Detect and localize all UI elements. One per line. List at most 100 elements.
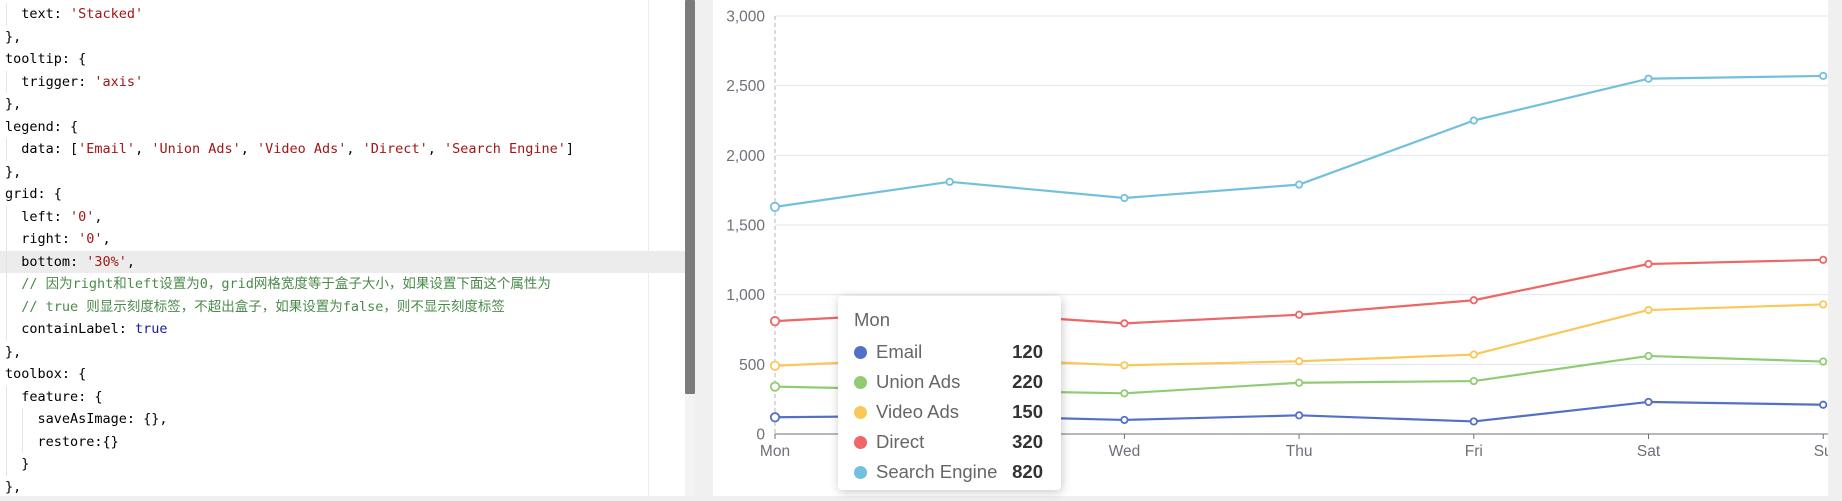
code-token: ,: [102, 231, 111, 247]
code-line[interactable]: // 因为right和left设置为0，grid网格宽度等于盒子大小，如果设置下…: [0, 273, 685, 296]
indent-guide: [6, 3, 7, 26]
code-token: }: [21, 456, 30, 472]
tooltip-series-name: Search Engine: [876, 461, 998, 482]
data-point: [1819, 357, 1828, 366]
code-line[interactable]: left: '0',: [0, 205, 685, 228]
data-point: [1294, 357, 1304, 366]
code-line[interactable]: bottom: '30%',: [0, 250, 685, 274]
data-point: [1120, 415, 1129, 425]
data-point: [1469, 417, 1478, 426]
code-token: ,: [126, 253, 136, 270]
editor-minimap-divider: [648, 0, 649, 496]
indent-guide: [6, 205, 7, 228]
code-line[interactable]: // true 则显示刻度标签，不超出盒子，如果设置为false，则不显示刻度标…: [0, 295, 685, 319]
data-point: [1469, 296, 1478, 305]
code-token: legend: {: [5, 118, 79, 135]
data-point: [1819, 400, 1828, 409]
data-point: [1294, 378, 1304, 387]
code-comment: // 因为right和left设置为0，grid网格宽度等于盒子大小，如果设置下…: [21, 276, 551, 292]
code-text: },: [5, 341, 21, 364]
code-line[interactable]: containLabel: true: [0, 318, 685, 341]
code-line[interactable]: restore:{}: [0, 430, 685, 454]
code-token: ,: [240, 141, 257, 157]
y-tick-label: 3,000: [726, 9, 765, 26]
code-token: feature: {: [21, 388, 103, 405]
code-line[interactable]: }: [0, 453, 685, 476]
chart-tooltip: Mon Email 120 Union Ads 220 Video Ads 150 Dire…: [838, 296, 1061, 490]
series-marker-icon: [854, 376, 867, 389]
data-point: [1819, 71, 1828, 81]
tooltip-item: Union Ads 220: [852, 367, 1047, 397]
indent-guide: [6, 408, 7, 431]
indent-guide: [6, 250, 7, 273]
data-point: [1469, 116, 1478, 125]
x-tick-label: Wed: [1109, 443, 1141, 460]
code-keyword: true: [135, 321, 168, 337]
code-text: saveAsImage: {},: [38, 408, 168, 431]
code-token: },: [5, 478, 22, 495]
code-line[interactable]: },: [0, 161, 685, 184]
data-point: [1294, 180, 1304, 189]
code-line[interactable]: },: [0, 26, 685, 49]
tooltip-title: Mon: [854, 309, 890, 330]
code-comment: // true 则显示刻度标签，不超出盒子，如果设置为false，则不显示刻度标…: [21, 298, 505, 315]
code-text: bottom: '30%',: [21, 251, 135, 274]
code-line[interactable]: text: 'Stacked': [0, 3, 685, 26]
code-string: 'Union Ads': [151, 141, 241, 157]
code-text: tooltip: {: [5, 48, 86, 71]
code-line[interactable]: right: '0',: [0, 228, 685, 251]
code-line[interactable]: grid: {: [0, 183, 685, 206]
code-text: trigger: 'axis': [21, 71, 143, 94]
code-line[interactable]: legend: {: [0, 116, 685, 139]
code-lines[interactable]: text: 'Stacked'}, tooltip: {trigger: 'axi…: [0, 3, 685, 496]
code-line[interactable]: },: [0, 341, 685, 364]
code-token: },: [5, 163, 22, 180]
code-line[interactable]: feature: {: [0, 385, 685, 408]
indent-guide: [6, 70, 7, 93]
tooltip-series-value: 320: [1012, 431, 1043, 452]
code-line[interactable]: data: ['Email', 'Union Ads', 'Video Ads'…: [0, 138, 685, 161]
y-tick-label: 2,000: [726, 148, 765, 165]
y-tick-label: 500: [739, 357, 765, 374]
data-point: [1819, 255, 1828, 264]
code-line[interactable]: trigger: 'axis': [0, 70, 685, 94]
indent-guide: [6, 295, 7, 318]
x-tick-label: Mon: [760, 443, 790, 460]
code-token: bottom:: [21, 253, 87, 270]
editor-scrollbar-thumb[interactable]: [685, 0, 695, 394]
code-token: ,: [135, 141, 152, 157]
data-point: [1469, 350, 1478, 359]
indent-guide: [6, 430, 7, 453]
code-token: },: [5, 343, 22, 360]
code-line[interactable]: },: [0, 93, 685, 116]
code-string: 'Email': [78, 141, 136, 157]
code-editor[interactable]: text: 'Stacked'}, tooltip: {trigger: 'axi…: [0, 0, 685, 496]
tooltip-item: Direct 320: [852, 427, 1047, 457]
panel-edge: [1828, 0, 1842, 496]
y-tick-label: 1,500: [726, 218, 765, 235]
code-token: },: [5, 96, 22, 112]
code-line[interactable]: toolbox: {: [0, 363, 685, 386]
code-line[interactable]: },: [0, 476, 685, 497]
code-token: saveAsImage: {},: [37, 411, 168, 427]
code-line[interactable]: saveAsImage: {},: [0, 408, 685, 431]
indent-guide: [22, 430, 24, 453]
code-text: },: [5, 93, 21, 116]
tooltip-rows: Email 120 Union Ads 220 Video Ads 150 Direct 32…: [852, 337, 1047, 487]
tooltip-series-name: Direct: [876, 431, 925, 452]
indent-guide: [6, 385, 7, 408]
code-text: // true 则显示刻度标签，不超出盒子，如果设置为false，则不显示刻度标…: [21, 296, 505, 319]
tooltip-item: Email 120: [852, 337, 1047, 367]
data-point: [1469, 376, 1478, 386]
code-text: },: [5, 26, 21, 49]
data-point: [1819, 300, 1828, 309]
code-token: restore:{}: [37, 433, 119, 450]
code-text: restore:{}: [38, 431, 119, 454]
code-text: }: [21, 453, 29, 476]
code-text: data: ['Email', 'Union Ads', 'Video Ads'…: [21, 138, 574, 161]
code-token: ]: [565, 141, 575, 157]
code-line[interactable]: tooltip: {: [0, 48, 685, 71]
series-marker-icon: [854, 466, 867, 479]
code-token: grid: {: [5, 186, 62, 202]
series-marker-icon: [854, 406, 867, 419]
